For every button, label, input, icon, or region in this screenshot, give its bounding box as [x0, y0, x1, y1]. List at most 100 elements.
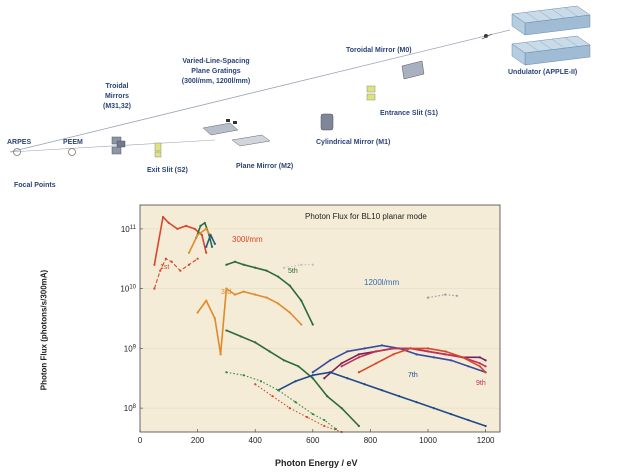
series-point [467, 418, 470, 422]
y-tick-label: 108 [124, 404, 137, 413]
series-point [277, 389, 280, 392]
series-point [199, 224, 202, 228]
series-point [161, 215, 165, 219]
series-point [203, 221, 206, 225]
series-point [380, 389, 384, 392]
series-point [444, 293, 447, 296]
x-tick-label: 600 [306, 436, 320, 445]
beam-path [9, 29, 511, 153]
annotation-3rd: 3rd [221, 289, 232, 296]
series-point [311, 263, 314, 266]
series-point [300, 323, 303, 326]
plot-frame [139, 204, 501, 433]
series-point [265, 269, 268, 272]
series-point [340, 365, 343, 368]
series-point [363, 347, 366, 350]
plane-mirror-icon [231, 134, 271, 147]
series-point [193, 227, 196, 230]
annotation-7th: 7th [408, 372, 418, 379]
series-point [233, 293, 237, 296]
x-tick-label: 1200 [477, 436, 495, 445]
series-point [432, 407, 435, 410]
series-point [277, 302, 280, 305]
annotation-1200lmm: 1200l/mm [364, 278, 400, 287]
series-point [346, 350, 349, 353]
series-point [432, 356, 435, 359]
x-tick-label: 1000 [419, 436, 437, 445]
series-point [444, 350, 447, 353]
series-point [415, 401, 418, 404]
annotation-300lmm: 300l/mm [232, 235, 263, 244]
series-point [167, 221, 170, 225]
series-point [254, 341, 257, 344]
label-exit-slit: Exit Slit (S2) [147, 167, 188, 174]
series-point [254, 266, 257, 269]
toroidal-mirror-m0-icon [401, 60, 425, 80]
series-point [363, 383, 366, 386]
series-point [213, 242, 216, 245]
label-plane-mirror: Plane Mirror (M2) [236, 163, 294, 170]
series-point [444, 353, 447, 356]
series-point [323, 377, 326, 380]
label-gratings: Varied-Line-Spacing Plane Gratings (300l… [166, 57, 266, 87]
series-point [288, 311, 291, 314]
label-gratings-line3: (300l/mm, 1200l/mm) [181, 78, 251, 85]
series-point [200, 233, 204, 236]
beam-source-marker [481, 33, 493, 40]
x-tick-label: 0 [138, 436, 143, 445]
series-point [225, 263, 228, 266]
series-point [484, 365, 487, 368]
series-point [213, 317, 216, 320]
series-line [188, 228, 213, 254]
series-point [268, 350, 271, 353]
series-point [288, 284, 291, 287]
chart-title: Photon Flux for BL10 planar mode [305, 212, 427, 221]
series-point [265, 296, 268, 299]
series-point [311, 377, 314, 380]
series-point [392, 353, 395, 356]
series-line [196, 287, 302, 356]
series-point [484, 359, 487, 362]
series-point [323, 418, 326, 422]
series-point [210, 245, 214, 248]
series-point [357, 356, 360, 359]
series-point [282, 359, 286, 362]
series-point [233, 260, 237, 263]
series-point [205, 245, 208, 248]
series-point [205, 251, 208, 254]
label-toroidal-mirror-m0: Toroidal Mirror (M0) [346, 47, 412, 54]
series-line [153, 216, 207, 265]
series-point [205, 299, 208, 302]
series-point [209, 233, 212, 236]
series-point [297, 365, 300, 368]
series-point [282, 266, 286, 269]
series-point [340, 407, 343, 410]
series-point [323, 424, 326, 428]
label-undulator: Undulator (APPLE-II) [508, 69, 578, 76]
series-point [357, 371, 360, 374]
series-point [467, 365, 470, 368]
y-tick-label: 1011 [121, 225, 137, 234]
series-point [380, 344, 384, 347]
series-point [196, 311, 199, 314]
series-point [225, 329, 228, 332]
x-tick-label: 800 [364, 436, 378, 445]
label-gratings-line1: Varied-Line-Spacing [182, 58, 250, 65]
series-point [242, 374, 245, 377]
series-point [170, 260, 173, 263]
series-line [341, 347, 486, 368]
series-point [187, 263, 191, 266]
exit-slit-icon [154, 142, 162, 158]
entrance-slit-icon [366, 85, 376, 101]
series-point [254, 383, 257, 386]
peem-endstation-icon [68, 148, 76, 156]
series-point [277, 275, 280, 278]
series-point [426, 347, 430, 350]
series-point [294, 401, 297, 404]
series-point [426, 296, 430, 299]
series-point [153, 287, 156, 290]
label-toroidal-line2: Mirrors [104, 93, 130, 100]
series-point [300, 299, 303, 302]
y-tick-label: 109 [124, 344, 137, 353]
